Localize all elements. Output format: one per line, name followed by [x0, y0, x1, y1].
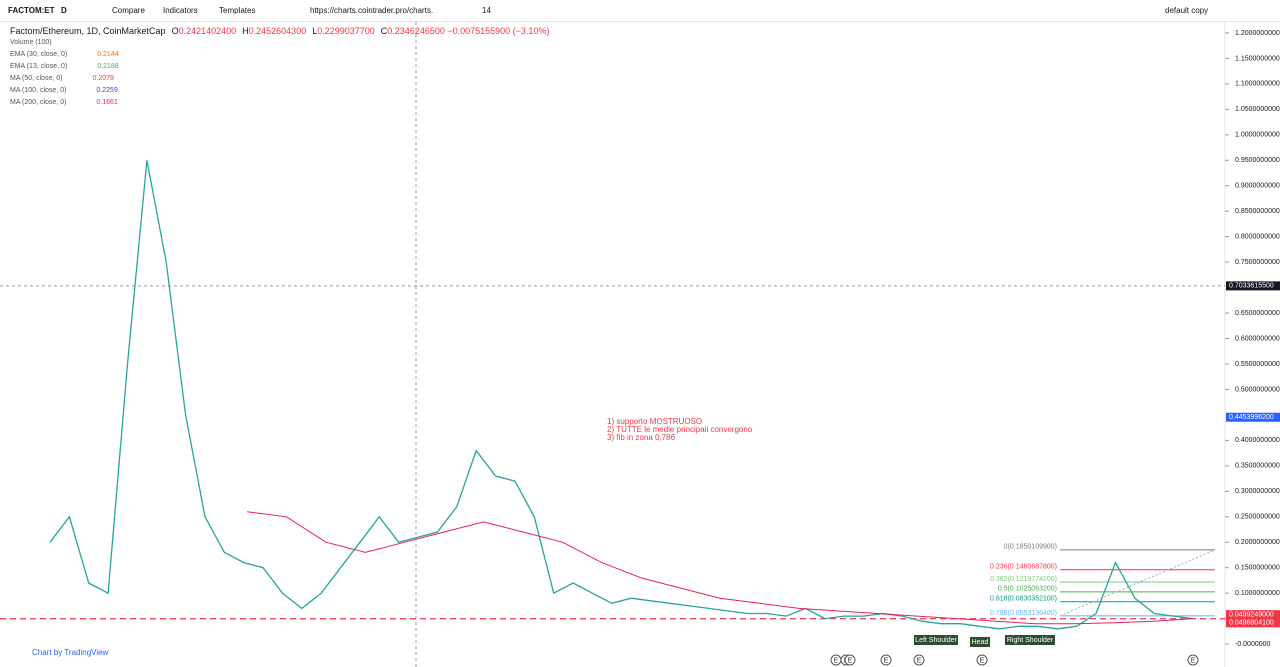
indicator-value: 0.2144 [97, 51, 119, 58]
y-tick-label: 0.5500000000 [1235, 361, 1280, 368]
ohlc-value: 0.2299037700 [317, 26, 375, 36]
indicator-name: MA (200, close, 0) [10, 99, 67, 106]
indicator-row: MA (200, close, 0) 0.1661 [10, 97, 549, 109]
layout-name[interactable]: default copy [1165, 6, 1209, 15]
ohlc-key: C [380, 26, 388, 36]
y-tick-label: 0.9500000000 [1235, 157, 1280, 164]
legend: Factom/Ethereum, 1D, CoinMarketCap O0.242… [10, 25, 549, 109]
indicator-row: Volume (100) [10, 37, 549, 49]
event-label: E [884, 657, 889, 664]
y-tick-label: 0.8500000000 [1235, 208, 1280, 215]
indicator-name: MA (50, close, 0) [10, 75, 63, 82]
templates-button[interactable]: Templates [219, 6, 256, 15]
pattern-box [914, 635, 958, 645]
event-label: E [917, 657, 922, 664]
y-tick-label: 0.1500000000 [1235, 565, 1280, 572]
event-label: E [848, 657, 853, 664]
indicator-value: 0.2079 [92, 75, 114, 82]
y-tick-label: 0.9000000000 [1235, 183, 1280, 190]
price-label-bg [1226, 412, 1280, 422]
price-label: 0.0496804100 [1229, 620, 1274, 627]
toolbar: FACTOM:ET D Compare Indicators Templates… [0, 0, 1280, 22]
ohlc-key: H [242, 26, 249, 36]
y-tick-label: 0.3000000000 [1235, 488, 1280, 495]
ohlc-value: 0.2452604300 [248, 26, 307, 36]
indicator-row: EMA (13, close, 0) 0.2188 [10, 61, 549, 73]
price-label: 0.7033615500 [1229, 283, 1274, 290]
y-tick-label: 1.2000000000 [1235, 30, 1280, 37]
event-marker [844, 654, 856, 666]
y-tick-label: 0.3500000000 [1235, 463, 1280, 470]
price-label-bg [1226, 281, 1280, 291]
y-tick-label: 0.4000000000 [1235, 437, 1280, 444]
fib-label: 0.786(0.0553136400) [990, 610, 1057, 617]
pattern-box [970, 637, 990, 647]
y-tick-label: 0.6000000000 [1235, 335, 1280, 342]
indicators-button[interactable]: Indicators [163, 6, 198, 15]
interval[interactable]: D [61, 6, 67, 15]
price-label-bg [1226, 618, 1280, 628]
legend-title: Factom/Ethereum, 1D, CoinMarketCap [10, 26, 166, 36]
indicator-value: 0.2188 [97, 63, 119, 70]
y-tick-label: 0.1000000000 [1235, 590, 1280, 597]
indicator-value: 0.2259 [96, 87, 118, 94]
y-tick-label: 1.1000000000 [1235, 81, 1280, 88]
indicator-name: EMA (13, close, 0) [10, 63, 68, 70]
change: −0.0075155900 (−3.10%) [447, 26, 550, 36]
y-tick-label: 0.7500000000 [1235, 259, 1280, 266]
indicator-row: MA (50, close, 0) 0.2079 [10, 73, 549, 85]
event-marker [976, 654, 988, 666]
price-label: 0.4453996200 [1229, 414, 1274, 421]
ohlc-key: L [312, 26, 318, 36]
series-line [49, 160, 1194, 630]
pattern-label: Head [972, 639, 989, 646]
price-label-bg [1226, 610, 1280, 620]
y-tick-label: 0.2000000000 [1235, 539, 1280, 546]
pattern-label: Left Shoulder [915, 637, 957, 644]
event-label: E [834, 657, 839, 664]
indicator-list: Volume (100) EMA (30, close, 0) 0.2144 EMA … [10, 37, 549, 109]
series-line [247, 511, 1194, 625]
symbol[interactable]: FACTOM:ET [8, 6, 55, 15]
event-marker [913, 654, 925, 666]
indicator-value: 0.1661 [96, 99, 118, 106]
event-marker [1187, 654, 1199, 666]
y-tick-label: -0.0000000 [1235, 641, 1271, 648]
y-tick-label: 0.2500000000 [1235, 514, 1280, 521]
price-label: 0.0499249000 [1229, 612, 1274, 619]
event-label: E [980, 657, 985, 664]
y-tick-label: 0.5000000000 [1235, 386, 1280, 393]
y-tick-label: 0.8000000000 [1235, 234, 1280, 241]
indicator-name: MA (100, close, 0) [10, 87, 67, 94]
ohlc-value: 0.2421402400 [178, 26, 237, 36]
indicator-name: EMA (30, close, 0) [10, 51, 68, 58]
font-size[interactable]: 14 [482, 6, 491, 15]
annotation: 2) TUTTE le medie principali convergono [607, 425, 753, 434]
pattern-label: Right Shoulder [1007, 637, 1054, 644]
fib-label: 0(0.1850109900) [1004, 544, 1057, 551]
fib-trend [1059, 549, 1216, 617]
credit: Chart by TradingView [32, 648, 109, 657]
fib-label: 0.5(0.1025063200) [998, 586, 1057, 593]
fib-label: 0.236(0.1460687800) [990, 564, 1057, 571]
indicator-row: EMA (30, close, 0) 0.2144 [10, 49, 549, 61]
y-tick-label: 1.0000000000 [1235, 132, 1280, 139]
event-label: E [1191, 657, 1196, 664]
compare-button[interactable]: Compare [112, 6, 145, 15]
y-tick-label: 1.1500000000 [1235, 55, 1280, 62]
indicator-row: MA (100, close, 0) 0.2259 [10, 85, 549, 97]
annotation: 3) fib in zona 0,786 [607, 433, 676, 442]
annotation: 1) supporto MOSTRUOSO [607, 417, 702, 426]
url[interactable]: https://charts.cointrader.pro/charts. [310, 6, 434, 15]
fib-label: 0.618(0.0830352100) [990, 596, 1057, 603]
y-tick-label: 0.6500000000 [1235, 310, 1280, 317]
y-tick-label: 1.0500000000 [1235, 106, 1280, 113]
event-marker [880, 654, 892, 666]
fib-label: 0.382(0.1219774200) [990, 576, 1057, 583]
ohlc-key: O [171, 26, 179, 36]
chart: 1.2000000000 1.1500000000 1.1000000000 1.05… [0, 22, 1280, 667]
indicator-name: Volume (100) [10, 39, 52, 46]
pattern-box [1005, 635, 1055, 645]
